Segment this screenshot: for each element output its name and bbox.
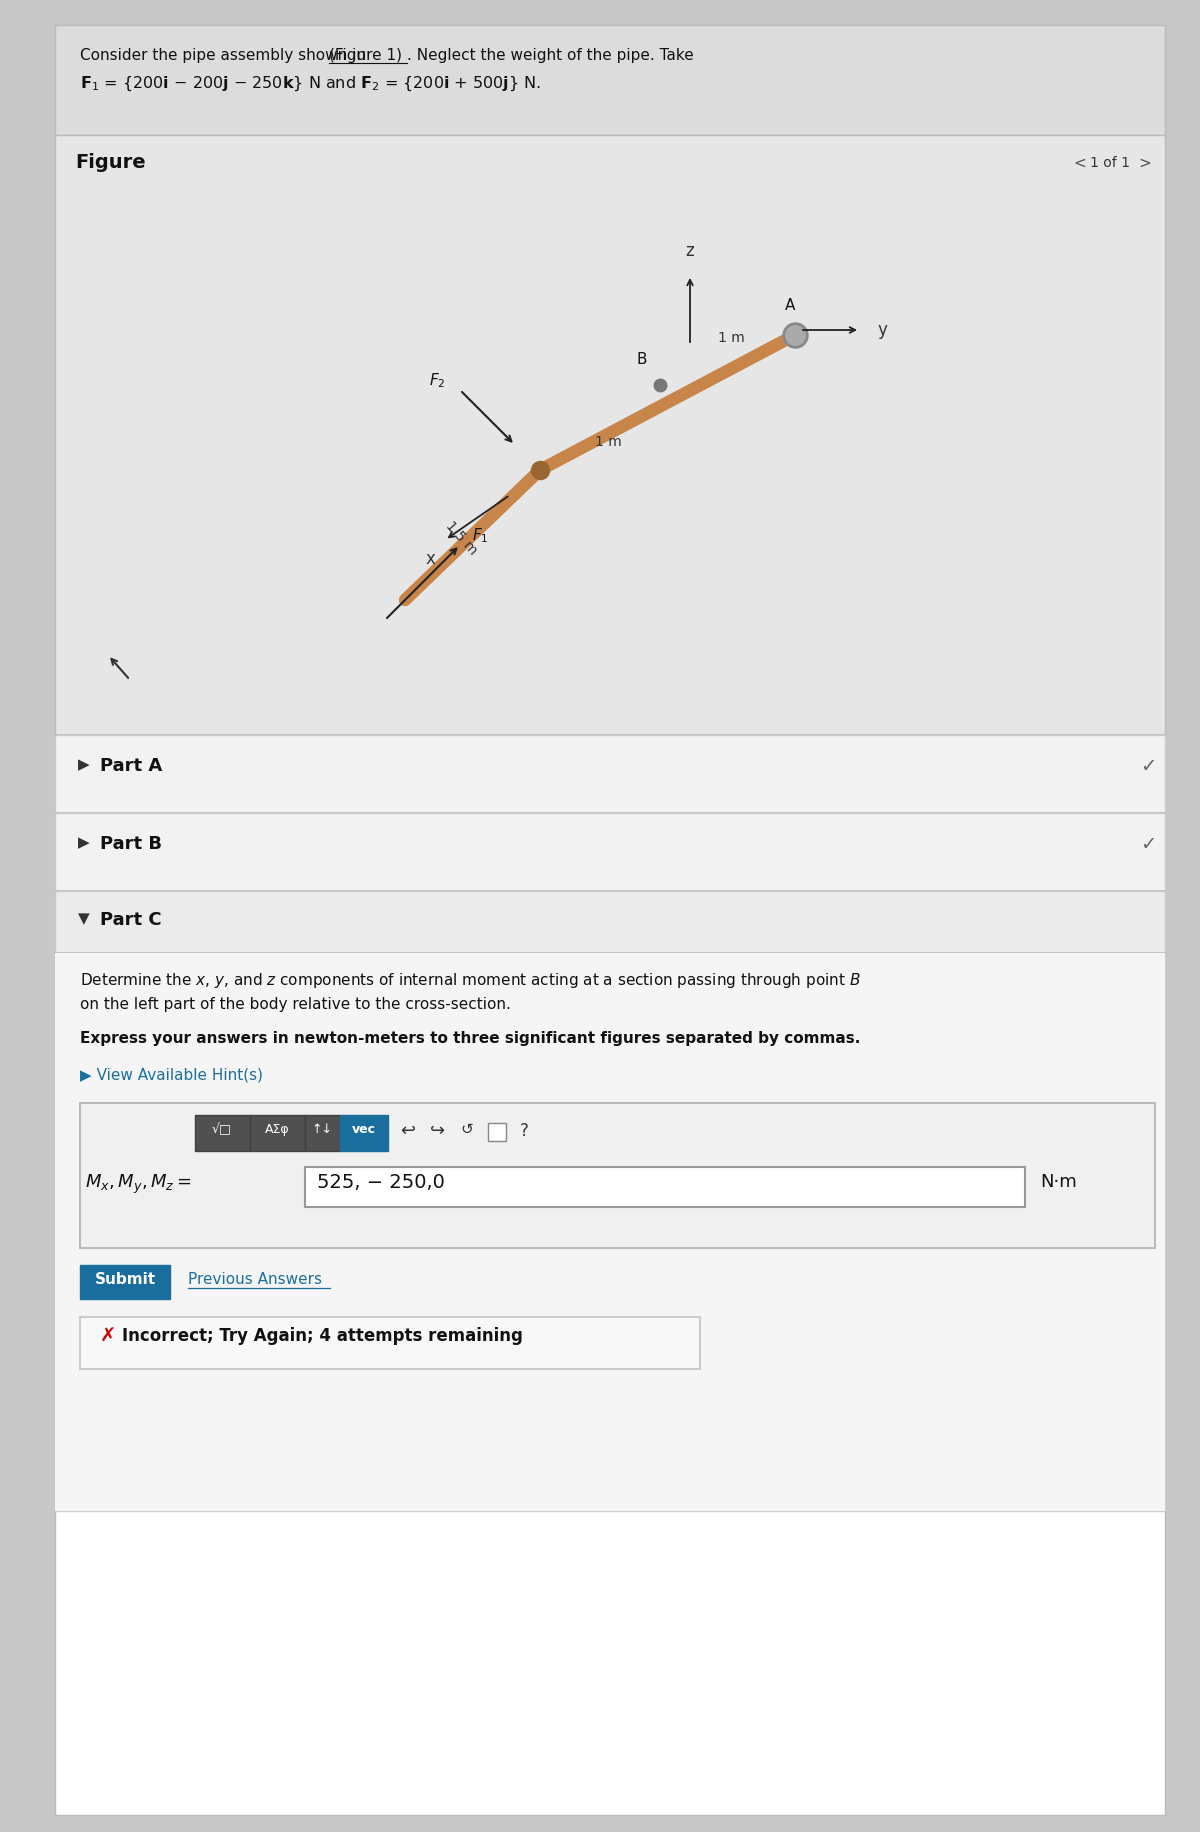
Bar — [305, 1167, 1025, 1207]
Text: 1 of 1: 1 of 1 — [1090, 156, 1130, 170]
Text: z: z — [685, 242, 695, 260]
Text: y: y — [877, 321, 887, 339]
Bar — [488, 1123, 506, 1141]
Text: Submit: Submit — [95, 1271, 156, 1288]
Text: ↩: ↩ — [400, 1121, 415, 1140]
Text: Part B: Part B — [100, 835, 162, 854]
Bar — [55, 136, 1165, 735]
Text: $\mathbf{F}_1$ = {200$\mathbf{i}$ $-$ 200$\mathbf{j}$ $-$ 250$\mathbf{k}$} N and: $\mathbf{F}_1$ = {200$\mathbf{i}$ $-$ 20… — [80, 75, 541, 93]
Bar — [55, 735, 1165, 813]
Text: ▶: ▶ — [78, 757, 90, 771]
Text: $M_x, M_y, M_z =$: $M_x, M_y, M_z =$ — [85, 1172, 192, 1196]
Text: Express your answers in newton-meters to three significant figures separated by : Express your answers in newton-meters to… — [80, 1031, 860, 1046]
Text: ✓: ✓ — [1140, 757, 1156, 777]
Bar — [305, 1116, 340, 1150]
Bar — [55, 953, 1165, 1511]
Text: √□: √□ — [212, 1123, 232, 1136]
Bar — [80, 1266, 170, 1299]
Text: N·m: N·m — [1040, 1172, 1076, 1191]
Text: 525, − 250,0: 525, − 250,0 — [317, 1172, 445, 1193]
Text: AΣφ: AΣφ — [265, 1123, 289, 1136]
Text: Incorrect; Try Again; 4 attempts remaining: Incorrect; Try Again; 4 attempts remaini… — [122, 1326, 523, 1345]
Text: Figure: Figure — [74, 154, 145, 172]
Text: Determine the $x$, $y$, and $z$ components of internal moment acting at a sectio: Determine the $x$, $y$, and $z$ componen… — [80, 971, 860, 989]
Text: x: x — [425, 550, 434, 568]
Text: ✓: ✓ — [1140, 835, 1156, 854]
Text: $F_1$: $F_1$ — [472, 526, 488, 544]
Bar — [55, 813, 1165, 890]
Text: ✗: ✗ — [100, 1326, 116, 1347]
Text: 1 m: 1 m — [595, 434, 622, 449]
Text: B: B — [637, 352, 647, 366]
Text: 1 m: 1 m — [718, 332, 744, 344]
Text: ?: ? — [520, 1121, 529, 1140]
Text: ▼: ▼ — [78, 911, 90, 925]
Bar — [80, 1103, 1154, 1248]
Text: Consider the pipe assembly shown in: Consider the pipe assembly shown in — [80, 48, 371, 62]
Bar — [250, 1116, 305, 1150]
Text: (Figure 1): (Figure 1) — [329, 48, 402, 62]
Bar — [55, 26, 1165, 136]
Text: vec: vec — [352, 1123, 376, 1136]
Text: Part A: Part A — [100, 757, 162, 775]
Text: 1.5 m: 1.5 m — [443, 518, 480, 559]
Text: ↺: ↺ — [460, 1121, 473, 1138]
Bar — [194, 1116, 250, 1150]
Text: ▶ View Available Hint(s): ▶ View Available Hint(s) — [80, 1066, 263, 1083]
Text: $F_2$: $F_2$ — [428, 372, 445, 390]
Text: on the left part of the body relative to the cross-section.: on the left part of the body relative to… — [80, 997, 511, 1011]
Text: ↪: ↪ — [430, 1121, 445, 1140]
Bar — [55, 890, 1165, 1511]
Text: . Neglect the weight of the pipe. Take: . Neglect the weight of the pipe. Take — [407, 48, 694, 62]
Text: >: > — [1139, 156, 1151, 170]
Text: A: A — [785, 299, 796, 313]
Bar — [80, 1317, 700, 1369]
Text: ▶: ▶ — [78, 835, 90, 850]
Text: Previous Answers: Previous Answers — [188, 1271, 322, 1288]
Text: Part C: Part C — [100, 911, 162, 929]
Bar — [340, 1116, 388, 1150]
Text: ↑↓: ↑↓ — [312, 1123, 332, 1136]
Text: <: < — [1074, 156, 1086, 170]
